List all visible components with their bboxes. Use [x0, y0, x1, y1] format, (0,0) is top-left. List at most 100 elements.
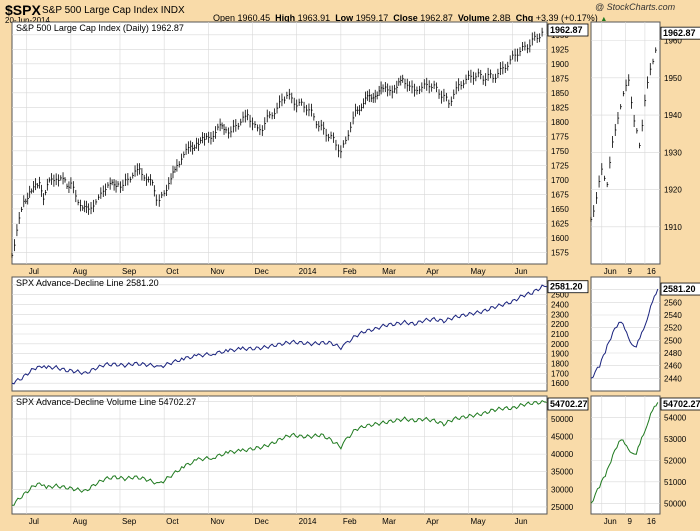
y-tick-label: 1940 [664, 111, 682, 120]
x-tick-label: Mar [382, 517, 396, 526]
y-tick-label: 1825 [551, 103, 569, 112]
y-tick-label: 2100 [551, 330, 569, 339]
volume-value: 2.8B [492, 13, 511, 23]
stockcharts-brand: @ StockCharts.com [595, 2, 676, 12]
chart-date: 20-Jun-2014 [5, 16, 50, 25]
x-tick-label: Sep [122, 517, 137, 526]
x-tick-label: Nov [210, 517, 224, 526]
low-label: Low [335, 13, 354, 23]
last-value-label: 1962.87 [663, 28, 696, 38]
series-line [590, 402, 659, 504]
x-tick-label: Nov [210, 267, 224, 276]
last-value-label: 2581.20 [663, 284, 696, 294]
open-value: 1960.45 [237, 13, 271, 23]
chart-panel-3: 25000300003500040000450005000055000JulAu… [11, 395, 589, 526]
y-tick-label: 52000 [664, 456, 687, 465]
y-tick-label: 25000 [551, 503, 574, 512]
y-tick-label: 40000 [551, 450, 574, 459]
x-tick-label: Jun [515, 517, 528, 526]
x-tick-label: Oct [166, 517, 179, 526]
y-tick-label: 50000 [664, 499, 687, 508]
panel-title: SPX Advance-Decline Line 2581.20 [16, 278, 159, 288]
y-tick-label: 2480 [664, 349, 682, 358]
x-tick-label: Feb [343, 517, 357, 526]
x-tick-label: 2014 [299, 517, 317, 526]
last-value-box [547, 23, 589, 37]
x-tick-label: May [470, 517, 485, 526]
y-tick-label: 50000 [551, 415, 574, 424]
y-tick-label: 54000 [664, 413, 687, 422]
chart-panel-4: 1910 1920 1930 1940 1950 1960 Jun 9 16 1962.87 [590, 21, 700, 276]
x-tick-label: Oct [166, 267, 179, 276]
y-tick-label: 1650 [551, 205, 569, 214]
y-tick-label: 1800 [551, 118, 569, 127]
last-value-box [547, 397, 589, 411]
y-tick-label: 2200 [551, 320, 569, 329]
y-tick-label: 51000 [664, 478, 687, 487]
x-tick-label: Feb [343, 267, 357, 276]
y-tick-label: 1700 [551, 369, 569, 378]
volume-label: Volume [457, 13, 490, 23]
y-tick-label: 1960 [664, 37, 682, 46]
x-tick-label: Jun [515, 267, 528, 276]
high-value: 1963.91 [297, 13, 331, 23]
x-tick-label: Jun [604, 267, 617, 276]
panel-frame [11, 21, 548, 265]
y-tick-label: 35000 [551, 468, 574, 477]
chg-value: +3.39 (+0.17%) [535, 13, 598, 23]
panel-frame [11, 395, 548, 515]
chg-arrow-icon: ▲ [600, 16, 608, 23]
x-tick-label: Jul [29, 267, 39, 276]
x-tick-label: May [470, 267, 485, 276]
y-tick-label: 1775 [551, 132, 569, 141]
close-value: 1962.87 [420, 13, 453, 23]
y-tick-label: 1900 [551, 60, 569, 69]
y-tick-label: 1850 [551, 89, 569, 98]
x-tick-label: Sep [122, 267, 137, 276]
y-tick-label: 2460 [664, 362, 682, 371]
x-tick-label: Dec [255, 267, 269, 276]
panel-frame [590, 276, 661, 392]
y-tick-label: 2300 [551, 310, 569, 319]
last-value-box [660, 26, 700, 40]
y-tick-label: 2500 [664, 336, 682, 345]
series-line [11, 284, 548, 385]
y-tick-label: 1800 [551, 359, 569, 368]
series-line [590, 288, 659, 379]
series-line [12, 399, 548, 506]
x-tick-label: Apr [426, 517, 439, 526]
y-tick-label: 1950 [664, 74, 682, 83]
last-value-label: 54702.27 [550, 399, 588, 409]
last-value-box [547, 280, 589, 294]
y-tick-label: 2000 [551, 340, 569, 349]
x-tick-label: 2014 [299, 267, 317, 276]
chart-panel-6: 50000 51000 52000 53000 54000 Jun 9 16 54702.27 [590, 395, 700, 526]
last-value-box [660, 397, 700, 411]
y-tick-label: 1750 [551, 147, 569, 156]
y-tick-label: 30000 [551, 485, 574, 494]
x-tick-label: Apr [426, 267, 439, 276]
x-tick-label: Jun [604, 517, 617, 526]
y-tick-label: 1625 [551, 219, 569, 228]
y-tick-label: 1575 [551, 248, 569, 257]
x-tick-label: 9 [628, 267, 633, 276]
close-label: Close [393, 13, 418, 23]
y-tick-label: 1920 [664, 186, 682, 195]
panel-title: S&P 500 Large Cap Index (Daily) 1962.87 [16, 23, 184, 33]
y-tick-label: 1910 [664, 223, 682, 232]
y-tick-label: 2440 [664, 374, 682, 383]
y-tick-label: 1875 [551, 74, 569, 83]
y-tick-label: 1725 [551, 161, 569, 170]
y-tick-label: 2560 [664, 298, 682, 307]
y-tick-label: 1600 [551, 234, 569, 243]
chart-panel-2: 1600170018001900200021002200230024002500… [11, 276, 589, 392]
x-tick-label: Aug [73, 517, 87, 526]
y-tick-label: 45000 [551, 433, 574, 442]
x-tick-label: Mar [382, 267, 396, 276]
y-tick-label: 1675 [551, 190, 569, 199]
y-tick-label: 1925 [551, 45, 569, 54]
y-tick-label: 1900 [551, 350, 569, 359]
x-tick-label: 16 [647, 517, 656, 526]
x-tick-label: 16 [647, 267, 656, 276]
